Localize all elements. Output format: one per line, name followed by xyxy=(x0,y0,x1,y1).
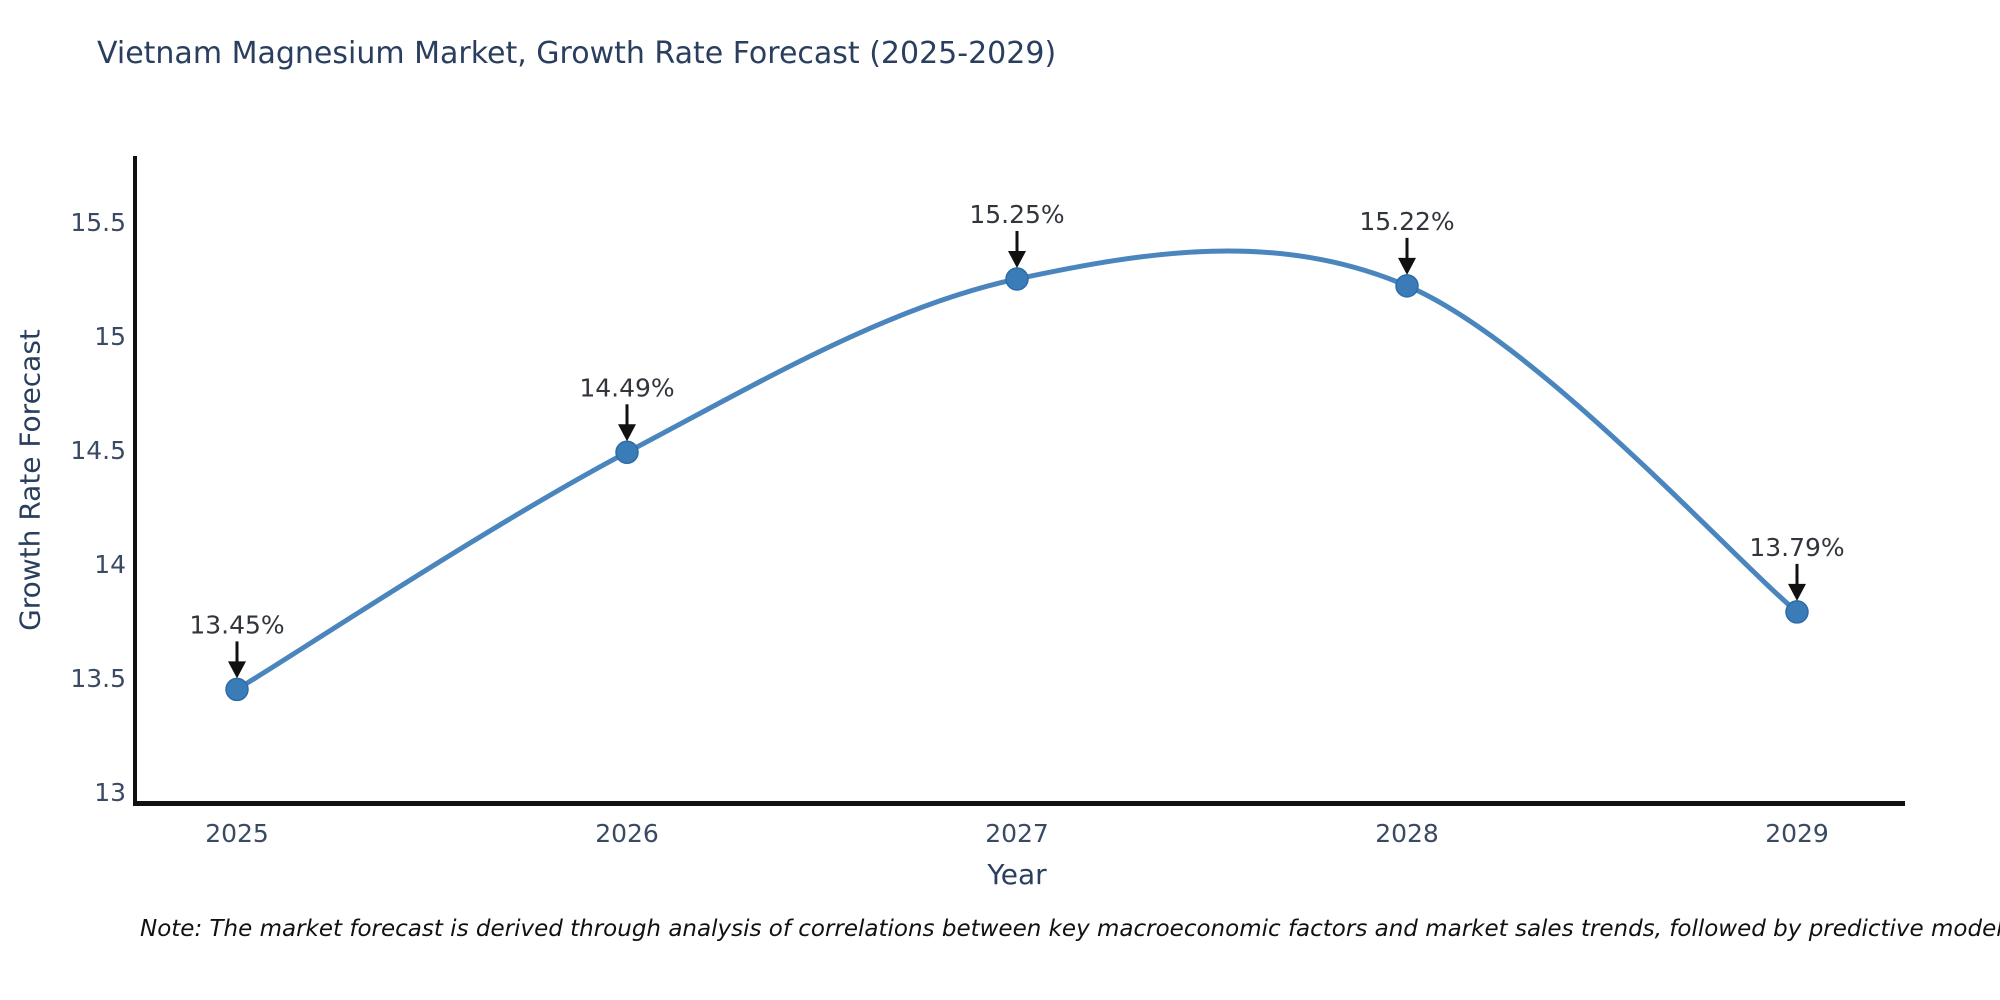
x-axis-title: Year xyxy=(987,858,1047,891)
y-tick-label: 15.5 xyxy=(70,208,126,237)
y-tick-label: 14.5 xyxy=(70,436,126,465)
annotation-arrow-head xyxy=(618,424,636,442)
annotation-arrow-head xyxy=(1008,251,1026,268)
data-point-marker xyxy=(1785,600,1809,624)
data-point-marker xyxy=(1395,274,1419,298)
x-tick-label: 2025 xyxy=(205,819,269,848)
data-point-marker xyxy=(1005,267,1029,291)
series-line xyxy=(234,248,1800,692)
annotation-arrow-head xyxy=(1398,257,1416,275)
point-value-label: 15.22% xyxy=(1359,207,1454,236)
point-value-label: 13.79% xyxy=(1749,533,1844,562)
annotation-arrow-head xyxy=(228,661,246,679)
chart-title: Vietnam Magnesium Market, Growth Rate Fo… xyxy=(97,36,1057,71)
footnote: Note: The market forecast is derived thr… xyxy=(140,916,2000,942)
point-value-label: 15.25% xyxy=(969,200,1064,229)
y-tick-label: 13.5 xyxy=(70,664,126,693)
x-axis-line xyxy=(133,801,1905,806)
x-tick-label: 2028 xyxy=(1375,819,1439,848)
data-point-marker xyxy=(225,677,249,702)
annotation-arrow-shaft xyxy=(1015,231,1019,255)
y-tick-label: 15 xyxy=(94,322,126,351)
annotation-arrow-shaft xyxy=(1795,563,1799,588)
x-tick-label: 2026 xyxy=(595,819,659,848)
point-value-label: 13.45% xyxy=(189,610,284,639)
x-tick-label: 2027 xyxy=(985,819,1049,848)
y-tick-label: 13 xyxy=(94,778,126,807)
point-value-label: 14.49% xyxy=(579,373,674,402)
annotation-arrow-shaft xyxy=(625,404,629,429)
y-tick-label: 14 xyxy=(94,550,126,579)
data-point-marker xyxy=(615,440,639,465)
annotation-arrow-shaft xyxy=(1405,237,1409,262)
annotation-arrow-shaft xyxy=(235,641,239,666)
annotation-arrow-head xyxy=(1788,583,1806,601)
y-axis-line xyxy=(133,156,137,806)
x-tick-label: 2029 xyxy=(1765,819,1829,848)
